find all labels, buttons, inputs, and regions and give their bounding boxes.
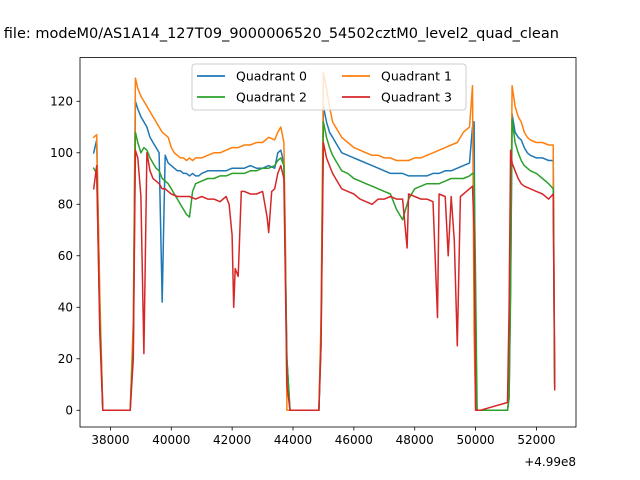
x-tick-label: 46000 [335, 433, 373, 447]
x-offset-label: +4.99e8 [524, 455, 576, 469]
y-tick-label: 100 [50, 146, 73, 160]
x-tick-label: 44000 [274, 433, 312, 447]
legend-label-1: Quadrant 1 [381, 69, 452, 84]
y-tick-label: 0 [65, 403, 73, 417]
y-tick-label: 80 [58, 197, 73, 211]
x-axis: 38000 40000 42000 44000 46000 48000 50000 52000 [91, 427, 556, 447]
series-line-3 [92, 141, 556, 412]
y-tick-label: 60 [58, 249, 73, 263]
plot-area [80, 57, 576, 427]
legend-label-2: Quadrant 2 [236, 90, 307, 105]
x-tick-label: 42000 [213, 433, 251, 447]
chart-title: n file: modeM0/AS1A14_127T09_9000006520_… [0, 26, 559, 42]
x-tick-label: 38000 [91, 433, 129, 447]
x-tick-label: 50000 [456, 433, 494, 447]
legend: Quadrant 0 Quadrant 1 Quadrant 2 Quadrant 3 [191, 63, 467, 111]
x-tick-label: 40000 [152, 433, 190, 447]
y-tick-label: 120 [50, 94, 73, 108]
legend-label-0: Quadrant 0 [236, 69, 307, 84]
y-tick-label: 40 [58, 300, 73, 314]
series-layer [92, 72, 556, 412]
legend-box [191, 63, 467, 111]
plot-frame [79, 57, 577, 428]
x-tick-label: 52000 [517, 433, 555, 447]
y-tick-label: 20 [58, 352, 73, 366]
y-axis: 0 20 40 60 80 100 120 [50, 94, 80, 417]
legend-label-3: Quadrant 3 [381, 90, 452, 105]
x-tick-label: 48000 [396, 433, 434, 447]
